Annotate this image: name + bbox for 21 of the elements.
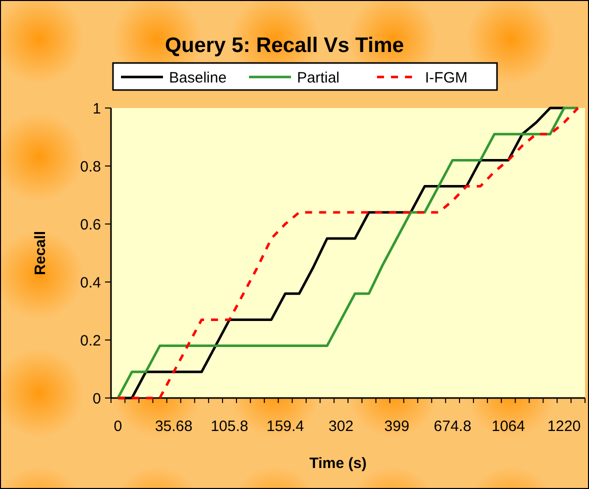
y-tick-label: 1 [92,100,101,118]
y-tick-label: 0.8 [80,158,101,176]
x-tick-label: 1220 [547,418,581,435]
legend-label: Baseline [169,69,227,86]
y-axis-title: Recall [32,230,49,276]
chart-title: Query 5: Recall Vs Time [165,34,404,57]
x-tick-label: 674.8 [434,418,472,435]
x-axis-title: Time (s) [309,455,367,472]
x-tick-label: 399 [384,418,410,435]
x-tick-label: 302 [328,418,354,435]
x-tick-label: 105.8 [210,418,248,435]
x-tick-label: 1064 [492,418,526,435]
y-tick-label: 0.6 [80,216,101,234]
x-tick-label: 159.4 [266,418,304,435]
y-tick-label: 0.2 [80,332,101,350]
legend-label: Partial [297,69,340,86]
legend-label: I-FGM [425,69,468,86]
y-tick-label: 0 [92,390,101,408]
y-tick-label: 0.4 [80,274,101,292]
x-tick-label: 0 [114,418,122,435]
x-tick-label: 35.68 [154,418,193,435]
